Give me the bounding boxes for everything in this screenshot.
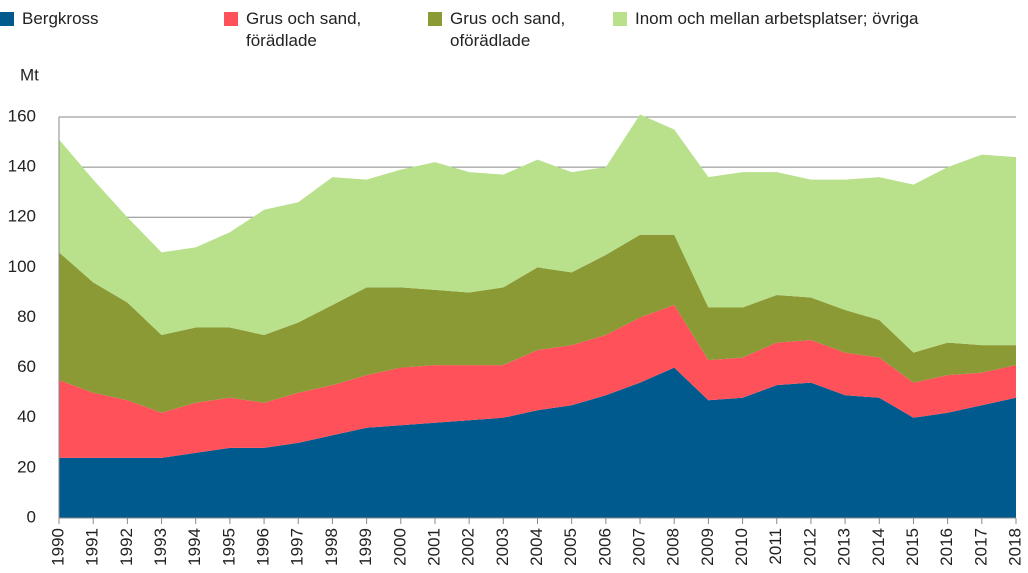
legend-swatch (0, 12, 14, 26)
x-tick-label: 1990 (48, 528, 67, 566)
y-tick-label: 160 (8, 106, 36, 125)
x-tick-label: 1992 (117, 528, 136, 566)
x-tick-label: 2004 (527, 528, 546, 566)
legend-swatch (428, 12, 442, 26)
x-tick-label: 2001 (424, 528, 443, 566)
x-tick-label: 1998 (322, 528, 341, 566)
x-tick-label: 2014 (869, 528, 888, 566)
x-tick-label: 1991 (83, 528, 102, 566)
x-tick-label: 2009 (698, 528, 717, 566)
x-tick-label: 2018 (1005, 528, 1024, 566)
x-tick-label: 2005 (561, 528, 580, 566)
area (59, 114, 1016, 353)
y-tick-label: 80 (17, 307, 36, 326)
legend-swatch (224, 12, 238, 26)
legend-item: Grus och sand, oförädlade (428, 8, 568, 52)
x-tick-label: 2011 (766, 528, 785, 565)
x-tick-label: 1999 (356, 528, 375, 566)
x-tick-label: 2002 (459, 528, 478, 566)
x-tick-label: 2007 (630, 528, 649, 566)
y-tick-label: 0 (27, 507, 36, 526)
y-tick-label: 60 (17, 357, 36, 376)
legend-label: Inom och mellan arbetsplatser; övriga (635, 9, 919, 28)
x-tick-label: 2015 (903, 528, 922, 566)
y-tick-label: 40 (17, 407, 36, 426)
y-tick-label: 100 (8, 257, 36, 276)
legend-swatch (613, 12, 627, 26)
x-tick-label: 1993 (151, 528, 170, 566)
areas (59, 114, 1016, 518)
x-tick-label: 2003 (493, 528, 512, 566)
x-tick-label: 2012 (800, 528, 819, 566)
y-axis-label: Mt (20, 65, 39, 84)
x-tick-label: 2006 (595, 528, 614, 566)
x-tick-label: 2008 (664, 528, 683, 566)
x-tick-label: 1997 (288, 528, 307, 566)
area (59, 304, 1016, 458)
legend-label: Grus och sand, förädlade (246, 9, 362, 50)
legend-item: Grus och sand, förädlade (224, 8, 364, 52)
area (59, 234, 1016, 413)
x-tick-label: 2016 (937, 528, 956, 566)
legend-item: Bergkross (0, 8, 200, 30)
y-tick-label: 140 (8, 157, 36, 176)
x-tick-label: 2013 (835, 528, 854, 566)
x-tick-label: 2017 (971, 528, 990, 566)
legend-item: Inom och mellan arbetsplatser; övriga (613, 8, 1013, 30)
y-tick-label: 20 (17, 457, 36, 476)
x-tick-label: 2000 (390, 528, 409, 566)
x-tick-label: 1994 (185, 528, 204, 566)
area (59, 367, 1016, 518)
x-tick-label: 1996 (254, 528, 273, 566)
legend-label: Grus och sand, oförädlade (450, 9, 566, 50)
x-tick-label: 2010 (732, 528, 751, 566)
y-tick-label: 120 (8, 207, 36, 226)
legend-label: Bergkross (22, 9, 99, 28)
x-tick-label: 1995 (219, 528, 238, 566)
